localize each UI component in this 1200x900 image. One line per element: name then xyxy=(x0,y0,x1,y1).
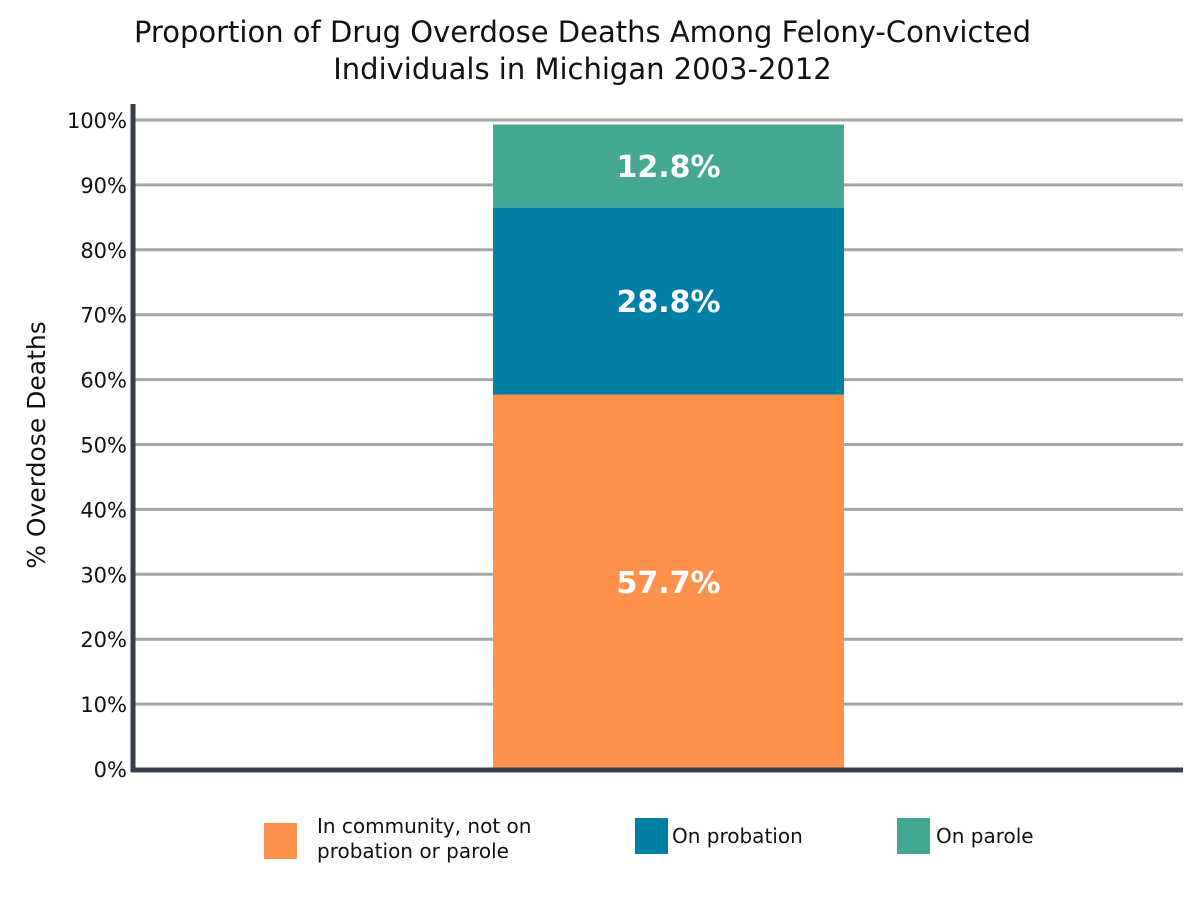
legend-label: On parole xyxy=(936,823,1034,848)
y-tick-label: 20% xyxy=(80,628,127,652)
bar-segment xyxy=(493,207,844,395)
legend-item-community: In community, not on probation or parole xyxy=(264,814,531,864)
legend-item-probation: On probation xyxy=(635,818,803,854)
legend-label: On probation xyxy=(672,823,803,848)
y-tick-label: 100% xyxy=(67,109,127,133)
y-tick-label: 80% xyxy=(80,239,127,263)
y-tick-label: 90% xyxy=(80,174,127,198)
y-tick-label: 10% xyxy=(80,693,127,717)
legend-label: In community, not on probation or parole xyxy=(317,814,532,863)
data-label: 28.8% xyxy=(616,285,720,320)
legend-swatch xyxy=(264,823,297,859)
legend-swatch xyxy=(635,818,668,854)
bar-segment xyxy=(493,394,844,769)
bar-segment xyxy=(493,124,844,208)
chart-title: Proportion of Drug Overdose Deaths Among… xyxy=(133,15,1032,86)
y-axis-label: % Overdose Deaths xyxy=(22,321,51,569)
y-tick-label: 70% xyxy=(80,304,127,328)
y-tick-label: 0% xyxy=(94,758,127,782)
data-label: 12.8% xyxy=(616,150,720,185)
data-label: 57.7% xyxy=(616,566,720,601)
y-tick-label: 50% xyxy=(80,434,127,458)
y-tick-label: 60% xyxy=(80,369,127,393)
y-tick-label: 30% xyxy=(80,563,127,587)
legend-item-parole: On parole xyxy=(897,818,1034,854)
y-tick-label: 40% xyxy=(80,498,127,522)
legend-swatch xyxy=(897,818,930,854)
